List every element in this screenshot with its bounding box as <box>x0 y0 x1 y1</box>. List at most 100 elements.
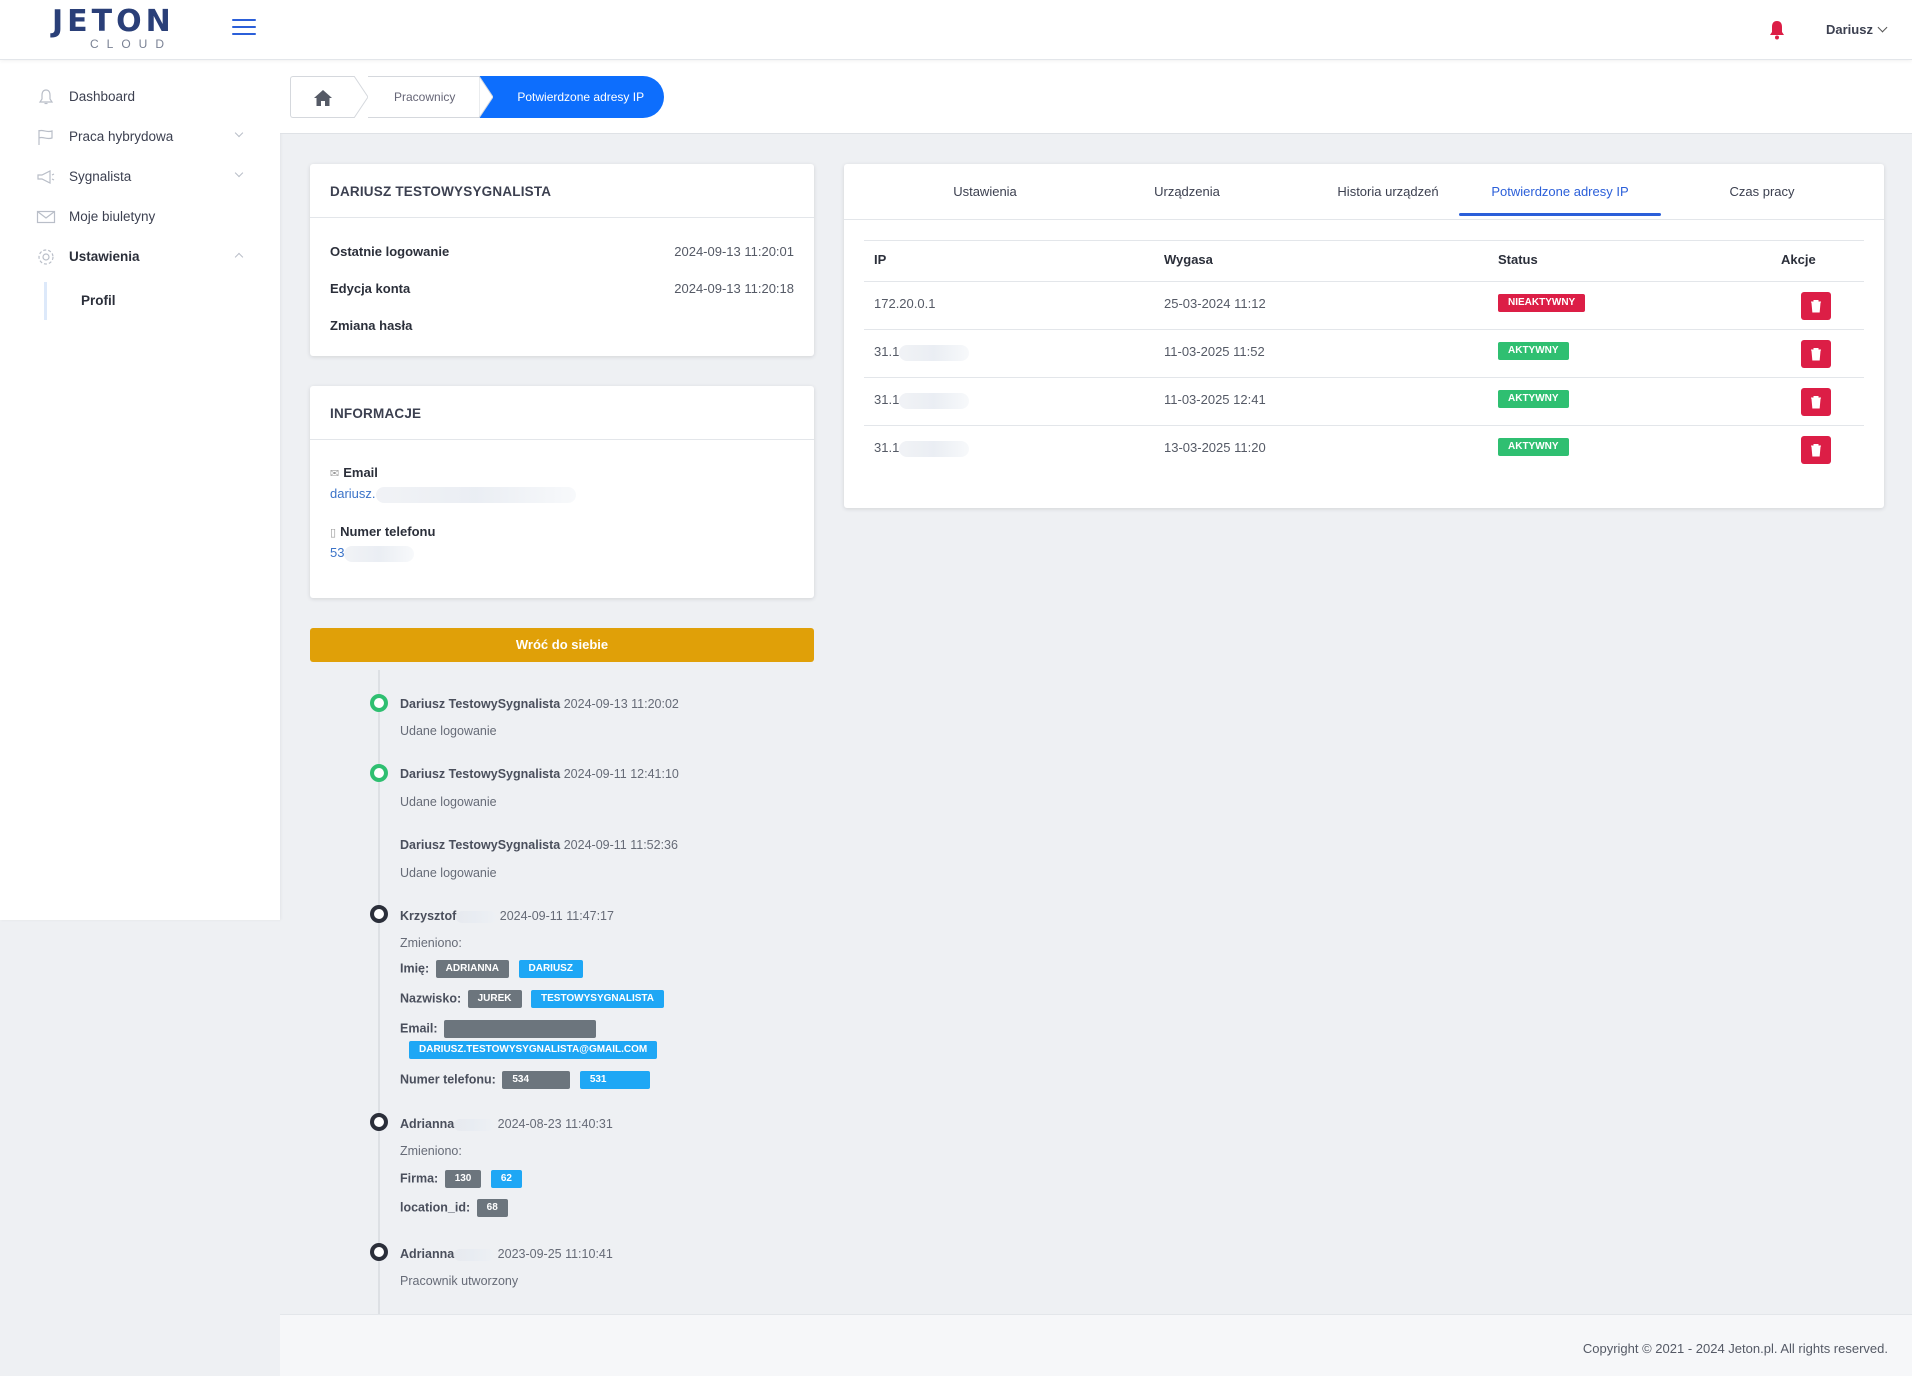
home-icon <box>314 90 332 106</box>
copyright-text: Copyright © 2021 - 2024 Jeton.pl. All ri… <box>1582 1341 1888 1356</box>
logo-subtext: CLOUD <box>90 37 173 51</box>
ip-cell: 31.1 <box>874 440 970 457</box>
ip-text: 31.1 <box>874 392 900 407</box>
trash-icon <box>1811 444 1821 457</box>
row-value: 2024-09-13 11:20:18 <box>674 281 794 296</box>
sidebar-item-label: Moje biuletyny <box>69 209 156 224</box>
tab-historia-urzadzen[interactable]: Historia urządzeń <box>1337 184 1439 199</box>
new-value-tag: 62 <box>490 1170 522 1188</box>
table-row: 31.1 13-03-2025 11:20 AKTYWNY <box>864 425 1864 473</box>
timeline-dot-change <box>370 1243 388 1261</box>
timeline-dot-success <box>370 764 388 782</box>
phone-label: ▯ Numer telefonu <box>330 524 435 539</box>
table-row: 31.1 11-03-2025 12:41 AKTYWNY <box>864 377 1864 425</box>
sidebar-item-label: Dashboard <box>69 89 136 104</box>
trash-icon <box>1811 396 1821 409</box>
change-first-name: Imię: ADRIANNA DARIUSZ <box>400 960 583 978</box>
timeline-entry: Krzysztof 2024-09-11 11:47:17 <box>400 909 614 923</box>
sidebar: Dashboard Praca hybrydowa Sygnalista Moj… <box>0 60 280 920</box>
bell-icon[interactable] <box>1768 20 1786 40</box>
ip-text: 31.1 <box>874 344 900 359</box>
status-badge: AKTYWNY <box>1498 438 1569 456</box>
status-badge: NIEAKTYWNY <box>1498 294 1586 312</box>
sidebar-subitem-label: Profil <box>81 293 116 308</box>
email-value[interactable]: dariusz. <box>330 486 576 503</box>
old-value-tag: JUREK <box>467 990 522 1008</box>
email-label-text: Email <box>343 465 378 480</box>
email-label: ✉ Email <box>330 465 378 480</box>
redacted-blur <box>344 545 415 562</box>
sidebar-item-sygnalista[interactable]: Sygnalista <box>0 160 280 192</box>
delete-button[interactable] <box>1801 436 1831 464</box>
trash-icon <box>1811 348 1821 361</box>
top-bar: JETON CLOUD Dariusz <box>0 0 1912 60</box>
change-phone: Numer telefonu: 534 531 <box>400 1071 650 1089</box>
sidebar-item-moje-biuletyny[interactable]: Moje biuletyny <box>0 200 280 232</box>
logo[interactable]: JETON CLOUD <box>52 6 173 51</box>
breadcrumb-item-pracownicy[interactable]: Pracownicy <box>368 76 480 118</box>
tab-ustawienia[interactable]: Ustawienia <box>953 184 1017 199</box>
envelope-icon <box>36 210 56 224</box>
tab-urzadzenia[interactable]: Urządzenia <box>1154 184 1220 199</box>
redacted-blur <box>375 486 576 503</box>
sidebar-item-dashboard[interactable]: Dashboard <box>0 80 280 112</box>
tab-potwierdzone-adresy-ip[interactable]: Potwierdzone adresy IP <box>1491 184 1629 199</box>
chevron-down-icon <box>234 168 244 178</box>
expires-cell: 25-03-2024 11:12 <box>1164 296 1266 311</box>
change-field: location_id: <box>400 1200 471 1215</box>
row-label: Zmiana hasła <box>330 318 413 333</box>
breadcrumb-home[interactable] <box>290 76 354 118</box>
sidebar-item-praca-hybrydowa[interactable]: Praca hybrydowa <box>0 120 280 152</box>
timeline-time: 2024-09-11 12:41:10 <box>563 767 679 781</box>
sidebar-item-ustawienia[interactable]: Ustawienia <box>0 240 280 272</box>
redacted-blur <box>899 344 970 361</box>
status-badge: AKTYWNY <box>1498 390 1569 408</box>
gear-icon <box>38 249 54 265</box>
redacted-blur <box>899 392 970 409</box>
change-email: Email: <box>400 1020 596 1038</box>
chevron-down-icon <box>1877 22 1888 33</box>
timeline-entry: Dariusz TestowySygnalista 2024-09-11 11:… <box>400 838 678 852</box>
delete-button[interactable] <box>1801 388 1831 416</box>
profile-row-password-change: Zmiana hasła <box>330 318 794 333</box>
old-value-tag: ADRIANNA <box>435 960 510 978</box>
sidebar-subitem-profil[interactable]: Profil <box>44 282 244 320</box>
column-header-ip: IP <box>874 252 887 267</box>
change-last-name: Nazwisko: JUREK TESTOWYSYGNALISTA <box>400 990 664 1008</box>
tab-czas-pracy[interactable]: Czas pracy <box>1729 184 1795 199</box>
back-to-self-button[interactable]: Wróć do siebie <box>310 628 814 662</box>
timeline-entry: Adrianna 2024-08-23 11:40:31 <box>400 1117 613 1131</box>
timeline-entry: Dariusz TestowySygnalista 2024-09-13 11:… <box>400 697 679 711</box>
expires-cell: 11-03-2025 12:41 <box>1164 392 1266 407</box>
phone-icon: ▯ <box>330 527 337 539</box>
sidebar-item-label: Praca hybrydowa <box>69 129 174 144</box>
timeline-time: 2024-09-13 11:20:02 <box>563 697 679 711</box>
user-menu[interactable]: Dariusz <box>1826 22 1888 37</box>
megaphone-icon <box>37 170 55 184</box>
profile-row-last-login: Ostatnie logowanie 2024-09-13 11:20:01 <box>330 244 794 259</box>
phone-value[interactable]: 53 <box>330 545 415 562</box>
trash-icon <box>1811 300 1821 313</box>
chevron-down-icon <box>234 128 244 138</box>
menu-toggle-icon[interactable] <box>232 19 256 37</box>
timeline-time: 2024-09-11 11:47:17 <box>499 909 614 923</box>
chevron-up-icon <box>234 252 244 262</box>
timeline-line <box>378 670 380 1318</box>
breadcrumb: Pracownicy Potwierdzone adresy IP <box>290 74 665 120</box>
expires-cell: 11-03-2025 11:52 <box>1164 344 1265 359</box>
timeline-entry: Adrianna 2023-09-25 11:10:41 <box>400 1247 613 1261</box>
redacted-blur <box>899 440 970 457</box>
phone-label-text: Numer telefonu <box>340 524 436 539</box>
profile-row-account-edit: Edycja konta 2024-09-13 11:20:18 <box>330 281 794 296</box>
old-value-tag: 68 <box>476 1199 508 1217</box>
old-value-tag <box>444 1020 596 1038</box>
delete-button[interactable] <box>1801 340 1831 368</box>
redacted-blur <box>454 1248 495 1261</box>
email-value-text: dariusz. <box>330 486 376 501</box>
active-tab-indicator <box>1459 213 1661 216</box>
ip-addresses-card: Ustawienia Urządzenia Historia urządzeń … <box>844 164 1884 508</box>
change-location: location_id: 68 <box>400 1199 508 1217</box>
old-value-tag: 534 <box>502 1071 571 1089</box>
change-field: Nazwisko: <box>400 991 462 1006</box>
delete-button[interactable] <box>1801 292 1831 320</box>
